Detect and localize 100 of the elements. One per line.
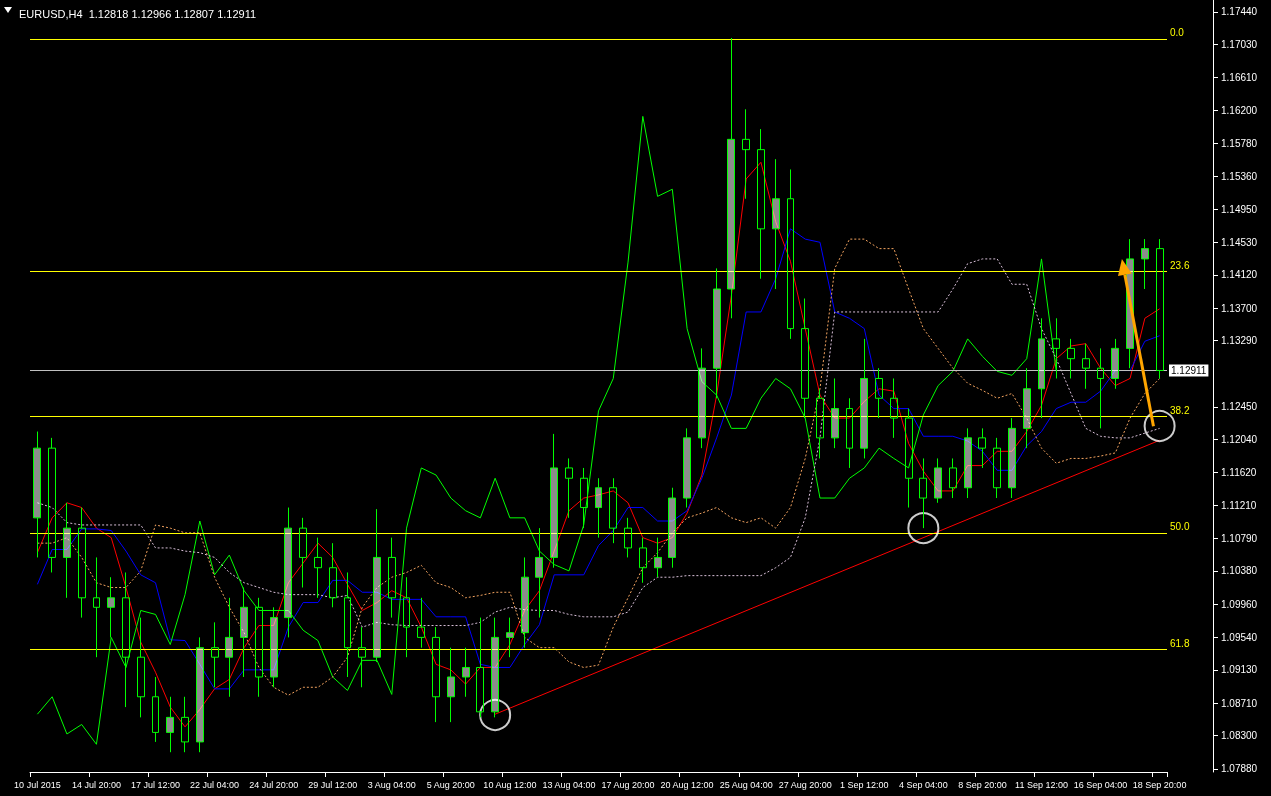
y-tick-label: 1.09130 [1221,664,1258,676]
candlestick [93,556,100,658]
point [479,699,512,731]
candlestick [462,647,470,698]
y-tick-label: 1.13290 [1221,334,1258,346]
candlestick [1008,417,1016,499]
candlestick [417,597,425,649]
candlestick [432,626,440,723]
candlestick [727,37,735,319]
x-tick-label: 3 Aug 04:00 [367,779,416,790]
y-tick-label: 1.07880 [1221,763,1258,775]
x-tick-label: 24 Jul 20:00 [249,779,299,790]
line-series [36,161,1161,728]
candlestick [890,377,898,439]
candlestick [964,427,972,499]
candlestick [196,636,204,753]
candlestick [270,606,278,688]
x-tick-label: 20 Aug 12:00 [660,779,714,790]
candlestick [654,537,662,578]
y-tick-label: 1.17440 [1221,6,1258,18]
y-tick-label: 1.15360 [1221,171,1258,183]
candlestick [742,108,750,200]
annotation: 0.0 [1170,27,1185,39]
candlestick [1023,367,1031,449]
y-tick-label: 1.15780 [1221,137,1258,149]
annotation: 50.0 [1170,521,1190,533]
y-tick-label: 1.09960 [1221,598,1258,610]
x-tick-label: 14 Jul 20:00 [71,779,121,790]
candlestick [1156,238,1164,379]
x-tick-label: 10 Jul 2015 [14,779,61,790]
candlestick [344,571,351,678]
y-tick-label: 1.10380 [1221,565,1258,577]
y-tick-label: 1.14120 [1221,269,1258,281]
candlestick [639,537,647,584]
x-tick-label: 18 Sep 20:00 [1132,779,1187,790]
candlestick [624,517,632,558]
x-tick-label: 29 Jul 12:00 [308,779,358,790]
line-series [36,258,1161,628]
candlestick [801,298,809,419]
y-tick-label: 1.16200 [1221,104,1258,116]
candlestick [905,408,913,509]
x-tick-label: 17 Aug 20:00 [601,779,655,790]
x-tick-label: 10 Aug 12:00 [483,779,537,790]
candlestick [1038,317,1045,419]
line-series [36,115,1057,745]
candlestick [875,367,883,419]
candlestick [565,457,573,519]
y-tick-label: 1.12040 [1221,433,1258,445]
candlestick [78,507,86,619]
x-tick-label: 27 Aug 20:00 [778,779,832,790]
candlestick [668,487,676,569]
point [907,512,940,545]
candlestick [816,388,824,459]
candlestick [1067,338,1075,379]
candlestick [506,617,514,658]
y-tick-label: 1.12450 [1221,401,1258,413]
candlestick [255,597,263,698]
y-tick-label: 1.13700 [1221,302,1258,314]
x-tick-label: 25 Aug 04:00 [719,779,773,790]
candlestick [1082,343,1090,390]
y-tick-label: 1.08710 [1221,697,1258,709]
x-tick-label: 17 Jul 12:00 [130,779,181,790]
candlestick [535,527,543,619]
y-tick-label: 1.10790 [1221,532,1258,544]
candlestick [846,397,853,469]
candlestick [388,537,396,619]
candlestick [831,377,839,449]
y-tick-label: 1.14950 [1221,203,1258,215]
candlestick [860,338,868,459]
y-tick-label: 1.11620 [1221,467,1257,479]
text: EURUSD,H4 1.12818 1.12966 1.12807 1.12911 [19,7,257,20]
ref-line-label: 1.12911 [1171,364,1207,376]
y-tick-label: 1.14530 [1221,236,1258,248]
candlestick [476,617,484,718]
candlestick [329,542,337,608]
x-tick-label: 8 Sep 20:00 [958,779,1007,790]
candlestick [609,477,617,544]
x-tick-label: 5 Aug 20:00 [426,779,475,790]
x-tick-label: 13 Aug 04:00 [542,779,596,790]
x-tick-label: 11 Sep 12:00 [1015,779,1068,790]
candlestick [934,457,942,504]
candlestick [63,502,71,599]
y-tick-label: 1.11210 [1221,499,1257,511]
candlestick [787,168,794,340]
candlestick [122,571,130,708]
annotation: 61.8 [1170,637,1190,649]
candlestick [595,477,602,539]
candlestick [550,433,558,569]
annotation: 38.2 [1170,404,1190,416]
candlestick [211,621,219,688]
candlestick [284,507,292,638]
candlestick [580,467,588,529]
candlestick [1097,347,1104,429]
candlestick [403,576,410,658]
candlestick [919,457,927,529]
candlestick [772,158,780,290]
y-tick-label: 1.17030 [1221,38,1258,50]
candlestick [358,626,366,688]
x-tick-label: 16 Sep 04:00 [1073,779,1128,790]
candlestick [1111,338,1119,390]
